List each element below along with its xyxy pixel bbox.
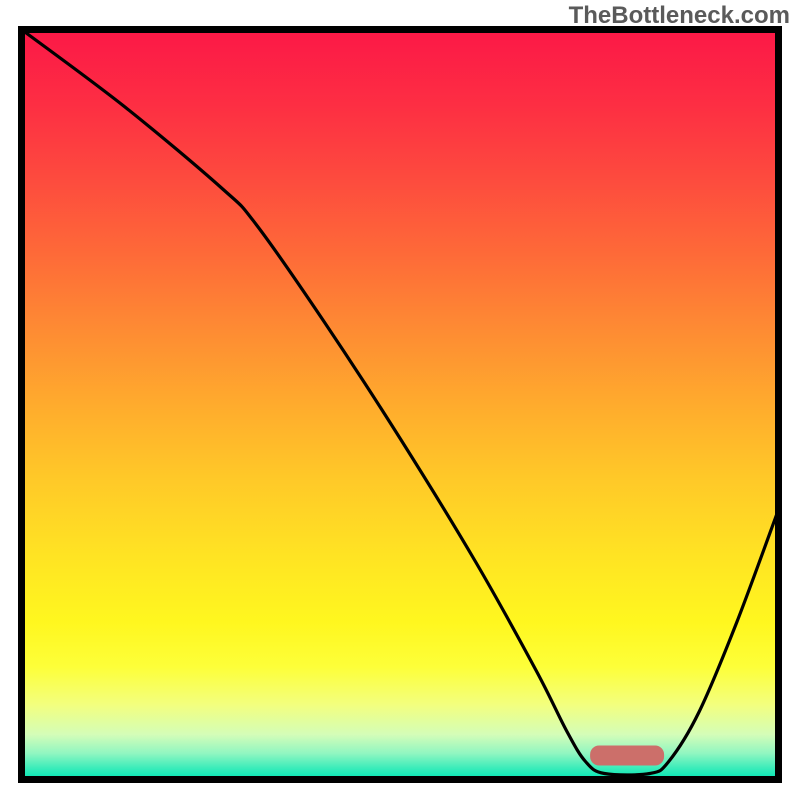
optimal-range-marker (590, 746, 664, 766)
chart-container: TheBottleneck.com (0, 0, 800, 800)
chart-svg (18, 26, 782, 783)
watermark-text: TheBottleneck.com (569, 2, 790, 30)
plot-area (18, 26, 782, 783)
gradient-background (22, 30, 779, 780)
